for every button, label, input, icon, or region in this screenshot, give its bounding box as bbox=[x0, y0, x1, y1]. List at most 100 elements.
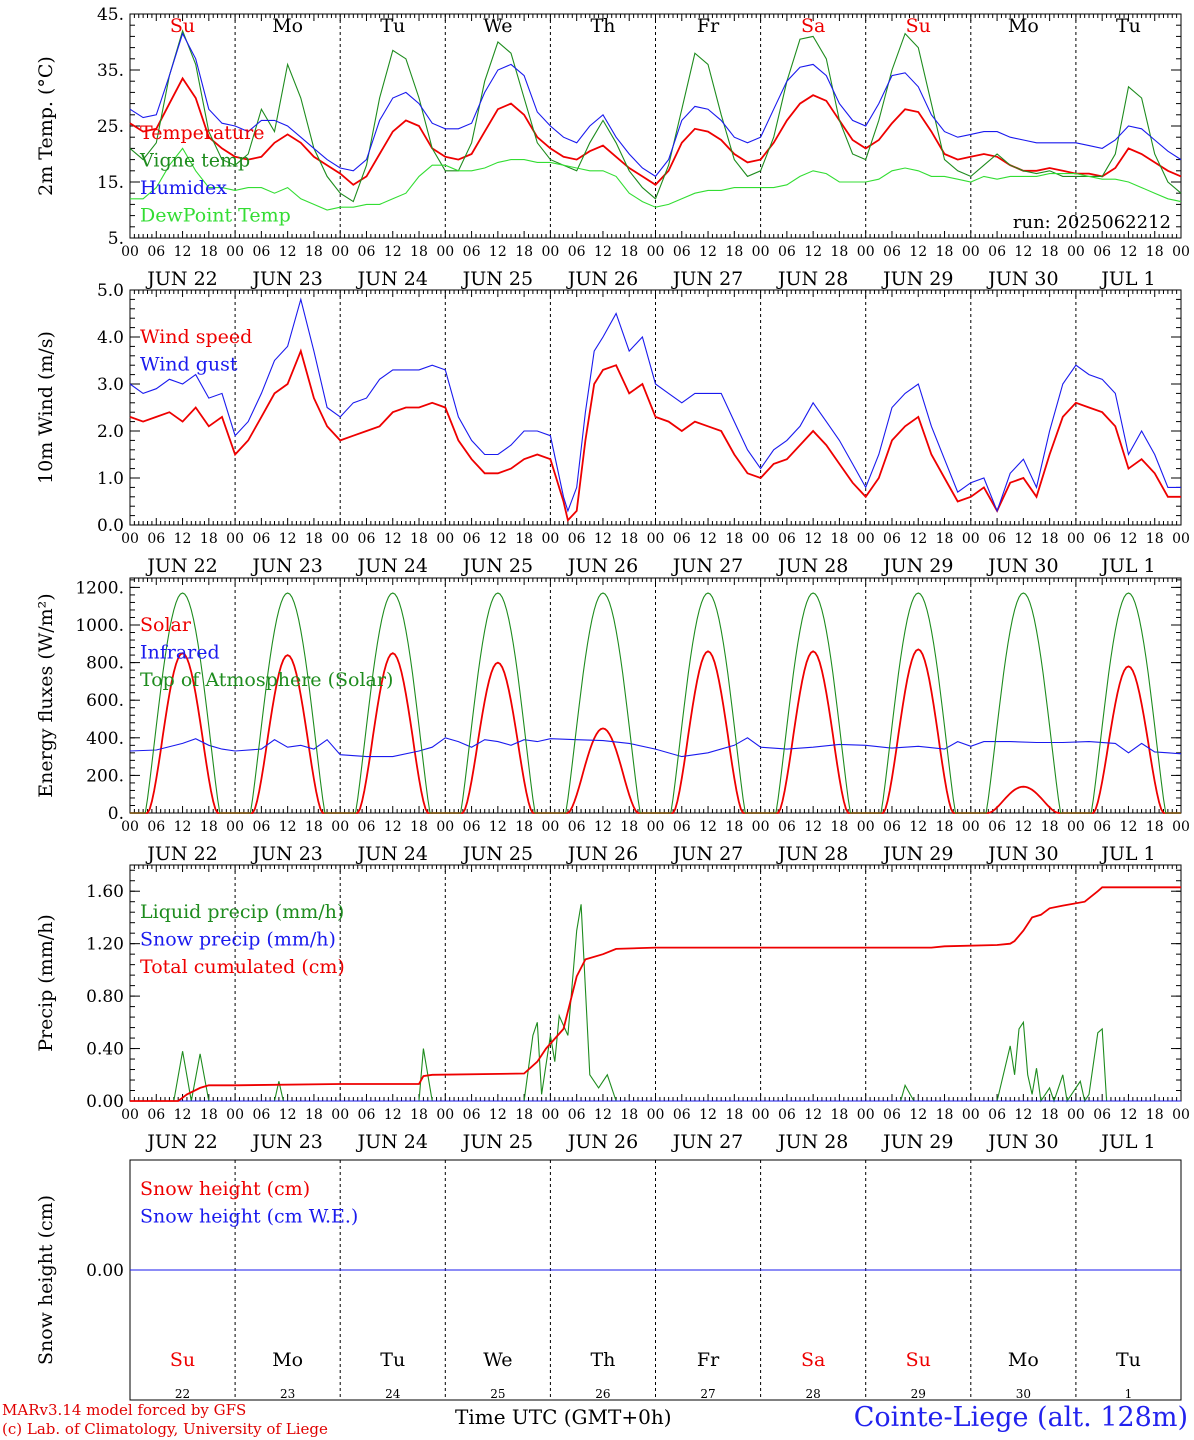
x-hour-label: 06 bbox=[883, 531, 901, 547]
station-name: Cointe-Liege (alt. 128m) bbox=[853, 1402, 1188, 1433]
x-hour-label: 18 bbox=[1041, 531, 1059, 547]
panel-3 bbox=[129, 577, 1182, 814]
x-date-label: JUN 23 bbox=[250, 843, 322, 865]
x-hour-label: 12 bbox=[279, 819, 297, 835]
x-hour-label: 12 bbox=[909, 244, 927, 260]
x-hour-label: 12 bbox=[699, 244, 717, 260]
x-hour-label: 00 bbox=[857, 531, 875, 547]
panel-2 bbox=[129, 289, 1182, 526]
x-hour-label: 00 bbox=[752, 531, 770, 547]
x-date-label: JUN 24 bbox=[356, 268, 428, 290]
y-tick-label: 1.0 bbox=[97, 469, 124, 489]
x-hour-label: 00 bbox=[436, 819, 454, 835]
x-hour-label: 18 bbox=[515, 819, 533, 835]
weekday-label: Tu bbox=[1116, 1349, 1141, 1371]
x-date-label: JUN 23 bbox=[250, 555, 322, 577]
legend-entry: Vigne temp bbox=[139, 150, 250, 172]
y-tick-label: 1.20 bbox=[86, 935, 124, 955]
x-hour-label: 12 bbox=[1120, 819, 1138, 835]
x-hour-label: 18 bbox=[620, 531, 638, 547]
series-line-liquid-precip-mm-h- bbox=[130, 904, 1181, 1103]
x-hour-label: 18 bbox=[200, 244, 218, 260]
x-hour-label: 06 bbox=[252, 819, 270, 835]
x-hour-label: 12 bbox=[174, 1107, 192, 1123]
x-hour-label: 18 bbox=[200, 531, 218, 547]
x-hour-label: 06 bbox=[883, 819, 901, 835]
x-hour-label: 06 bbox=[147, 1107, 165, 1123]
x-date-label: JUN 28 bbox=[776, 555, 848, 577]
x-hour-label: 18 bbox=[305, 1107, 323, 1123]
x-hour-label: 18 bbox=[1146, 1107, 1164, 1123]
x-hour-label: 18 bbox=[725, 531, 743, 547]
day-number: 28 bbox=[806, 1387, 821, 1401]
x-hour-label: 12 bbox=[1014, 531, 1032, 547]
x-date-label: JUN 29 bbox=[881, 1131, 953, 1153]
run-annotation: run: 2025062212 bbox=[1013, 212, 1171, 233]
x-date-label: JUN 26 bbox=[566, 843, 638, 865]
x-hour-label: 00 bbox=[226, 1107, 244, 1123]
y-tick-label: 1.60 bbox=[86, 882, 124, 902]
y-axis-title: 2m Temp. (°C) bbox=[35, 56, 57, 196]
x-hour-label: 06 bbox=[1093, 1107, 1111, 1123]
y-tick-label: 0.0 bbox=[97, 516, 124, 536]
x-hour-label: 00 bbox=[331, 1107, 349, 1123]
x-hour-label: 00 bbox=[436, 1107, 454, 1123]
weekday-label: Th bbox=[590, 1349, 615, 1371]
x-hour-label: 06 bbox=[252, 244, 270, 260]
x-hour-label: 12 bbox=[384, 1107, 402, 1123]
x-date-label: JUN 22 bbox=[145, 555, 217, 577]
x-hour-label: 12 bbox=[489, 244, 507, 260]
weekday-label: Tu bbox=[380, 15, 405, 37]
y-tick-label: 800. bbox=[86, 654, 124, 674]
y-tick-label: 3.0 bbox=[97, 375, 124, 395]
day-number: 26 bbox=[595, 1387, 610, 1401]
x-hour-label: 06 bbox=[673, 819, 691, 835]
x-hour-label: 00 bbox=[647, 1107, 665, 1123]
weekday-label: We bbox=[483, 1349, 512, 1371]
x-hour-label: 18 bbox=[936, 1107, 954, 1123]
x-hour-label: 18 bbox=[305, 531, 323, 547]
x-hour-label: 00 bbox=[331, 244, 349, 260]
y-axis-title: Precip (mm/h) bbox=[35, 914, 57, 1052]
y-tick-label: 0.40 bbox=[86, 1040, 124, 1060]
x-hour-label: 18 bbox=[725, 244, 743, 260]
x-hour-label: 12 bbox=[594, 531, 612, 547]
x-date-label: JUN 25 bbox=[461, 1131, 533, 1153]
x-hour-label: 06 bbox=[568, 244, 586, 260]
x-hour-label: 18 bbox=[515, 531, 533, 547]
x-hour-label: 18 bbox=[410, 1107, 428, 1123]
series-line-wind-speed bbox=[129, 348, 1181, 523]
series-line-top-of-atmosphere-solar- bbox=[130, 592, 1181, 814]
y-tick-label: 600. bbox=[86, 691, 124, 711]
x-hour-label: 12 bbox=[804, 531, 822, 547]
x-hour-label: 00 bbox=[647, 244, 665, 260]
x-date-label: JUN 22 bbox=[145, 843, 217, 865]
y-tick-label: 5.0 bbox=[97, 281, 124, 301]
x-date-label: JUN 24 bbox=[356, 843, 428, 865]
series-line-total-cumulated-cm- bbox=[130, 886, 1181, 1102]
legend-entry: Liquid precip (mm/h) bbox=[140, 901, 344, 923]
x-date-label: JUN 27 bbox=[671, 1131, 743, 1153]
x-hour-label: 18 bbox=[620, 244, 638, 260]
y-tick-label: 35. bbox=[97, 61, 124, 81]
x-hour-label: 18 bbox=[725, 819, 743, 835]
x-hour-label: 06 bbox=[463, 819, 481, 835]
weekday-label: Fr bbox=[697, 15, 720, 37]
x-hour-label: 06 bbox=[778, 1107, 796, 1123]
y-tick-label: 200. bbox=[86, 766, 124, 786]
x-hour-label: 06 bbox=[463, 531, 481, 547]
x-hour-label: 00 bbox=[962, 244, 980, 260]
x-hour-label: 00 bbox=[436, 531, 454, 547]
weekday-label: Mo bbox=[1008, 15, 1039, 37]
legend-entry: Total cumulated (cm) bbox=[140, 956, 345, 978]
x-hour-label: 18 bbox=[831, 1107, 849, 1123]
x-hour-label: 12 bbox=[489, 531, 507, 547]
x-date-label: JUL 1 bbox=[1099, 268, 1155, 290]
x-hour-label: 18 bbox=[410, 531, 428, 547]
x-hour-label: 00 bbox=[541, 1107, 559, 1123]
x-hour-label: 18 bbox=[620, 1107, 638, 1123]
weekday-label: Mo bbox=[272, 15, 303, 37]
x-hour-label: 06 bbox=[252, 531, 270, 547]
x-hour-label: 06 bbox=[778, 819, 796, 835]
x-date-label: JUL 1 bbox=[1099, 555, 1155, 577]
